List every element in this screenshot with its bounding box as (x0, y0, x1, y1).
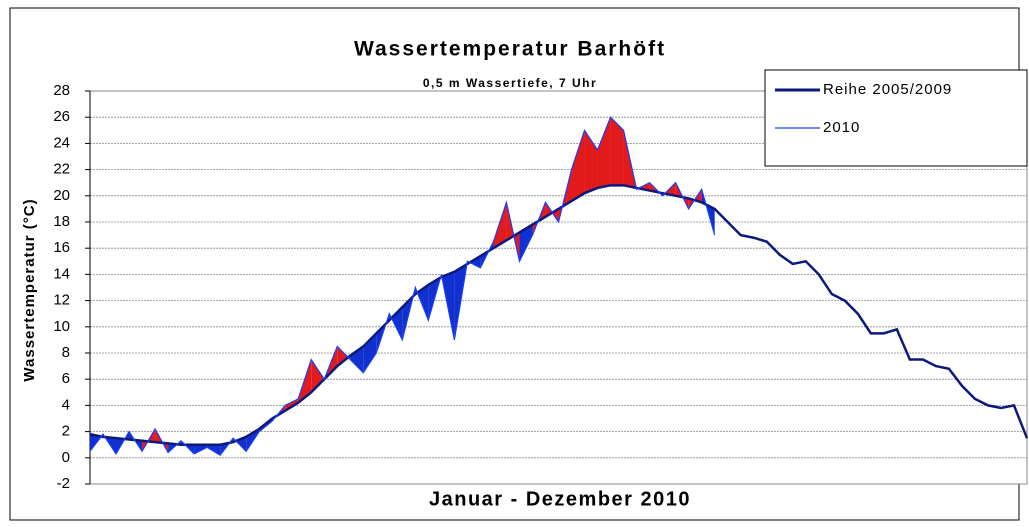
x-axis-label: Januar - Dezember 2010 (429, 488, 691, 510)
chart-subtitle: 0,5 m Wassertiefe, 7 Uhr (423, 76, 597, 90)
y-tick-label: 18 (53, 213, 70, 230)
difference-area (363, 333, 377, 373)
difference-area (350, 346, 364, 373)
y-tick-label: 24 (53, 134, 70, 151)
difference-area (506, 202, 520, 262)
difference-area (311, 359, 325, 393)
y-tick-label: 8 (62, 344, 70, 361)
y-tick-label: 16 (53, 239, 70, 256)
y-tick-label: 22 (53, 161, 70, 178)
difference-area (597, 117, 611, 188)
y-tick-label: 26 (53, 108, 70, 125)
difference-area (337, 346, 351, 367)
y-tick-label: 12 (53, 292, 70, 309)
legend-label: Reihe 2005/2009 (823, 81, 952, 98)
difference-area (389, 307, 403, 340)
y-axis-label: Wassertemperatur (°C) (21, 198, 38, 381)
series-line (89, 184, 1029, 446)
y-tick-label: 4 (62, 396, 70, 413)
y-tick-label: 0 (62, 449, 70, 466)
legend-label: 2010 (823, 119, 860, 136)
legend-box (764, 69, 1028, 167)
y-tick-label: 20 (53, 187, 70, 204)
y-tick-label: -2 (57, 475, 70, 492)
y-tick-label: 10 (53, 318, 70, 335)
difference-area (181, 440, 195, 454)
y-tick-label: 2 (62, 423, 70, 440)
series-line (89, 116, 716, 456)
difference-area (519, 224, 533, 262)
y-tick-label: 28 (53, 82, 70, 99)
y-tick-label: 14 (53, 265, 70, 282)
y-tick-label: 6 (62, 370, 70, 387)
difference-area (610, 117, 624, 186)
chart-title: Wassertemperatur Barhöft (354, 38, 666, 61)
difference-area (571, 130, 585, 202)
